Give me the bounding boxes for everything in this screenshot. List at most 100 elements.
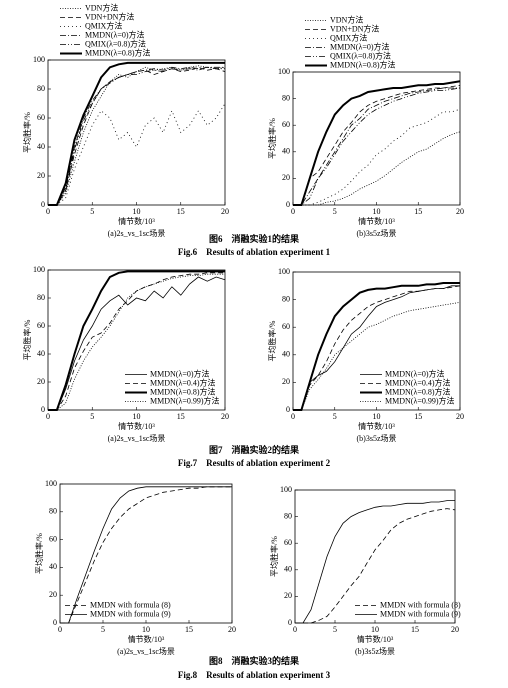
y-tick-label: 20 — [282, 377, 290, 386]
y-tick-label: 80 — [284, 511, 292, 520]
x-tick-label: 5 — [333, 207, 337, 216]
x-tick-label: 10 — [133, 412, 141, 421]
legend-label: MMDN(λ=0.8)方法 — [385, 386, 451, 396]
series-line — [48, 66, 225, 206]
y-tick-label: 100 — [278, 267, 290, 276]
y-tick-label: 40 — [284, 565, 292, 574]
x-tick-label: 10 — [371, 625, 379, 634]
series-line — [48, 273, 225, 411]
y-tick-label: 0 — [41, 405, 45, 414]
legend-label: QMIX方法 — [330, 32, 367, 42]
x-tick-label: 15 — [177, 207, 185, 216]
y-tick-label: 100 — [33, 265, 45, 274]
y-tick-label: 100 — [45, 479, 57, 488]
y-tick-label: 40 — [49, 562, 57, 571]
x-tick-label: 20 — [228, 625, 236, 634]
caption-zh: 图7 消融实验2的结果 — [209, 444, 300, 455]
x-tick-label: 5 — [101, 625, 105, 634]
legend-label: MMDN(λ=0.8)方法 — [330, 59, 396, 69]
x-tick-label: 15 — [177, 412, 185, 421]
legend-label: VDN+DN方法 — [330, 23, 379, 33]
series-line — [48, 103, 226, 206]
legend-label: MMDN(λ=0.4)方法 — [385, 377, 451, 387]
legend-label: VDN方法 — [85, 2, 118, 12]
y-tick-label: 20 — [282, 173, 290, 182]
y-axis-label: 平均胜率/% — [22, 112, 32, 153]
series-line — [295, 500, 455, 624]
chart: 0 5 10 15 20 0 20 40 60 80 100 情节数/10³ (b)3s5z场景 平均胜率… — [267, 267, 464, 443]
legend-label: MMDN with formula (8) — [90, 600, 171, 609]
y-tick-label: 60 — [282, 120, 290, 129]
series-line — [48, 66, 226, 206]
legend-label: MMDN(λ=0)方法 — [385, 368, 445, 378]
series-line — [60, 486, 232, 624]
y-tick-label: 60 — [282, 322, 290, 331]
x-tick-label: 0 — [293, 625, 297, 634]
series-line — [48, 66, 225, 206]
y-tick-label: 80 — [282, 93, 290, 102]
x-tick-label: 20 — [456, 412, 464, 421]
x-tick-label: 15 — [414, 207, 422, 216]
x-tick-label: 10 — [373, 207, 381, 216]
x-tick-label: 10 — [142, 625, 150, 634]
series-line — [295, 508, 456, 624]
x-tick-label: 10 — [373, 412, 381, 421]
caption-en: Fig.6 Results of ablation experiment 1 — [178, 247, 331, 257]
legend-label: MMDN(λ=0.8)方法 — [85, 47, 151, 57]
legend-label: MMDN(λ=0)方法 — [85, 29, 145, 39]
series-line — [293, 302, 461, 411]
y-tick-label: 100 — [33, 55, 45, 64]
legend-label: MMDN(λ=0.8)方法 — [150, 386, 216, 396]
caption-en: Fig.7 Results of ablation experiment 2 — [178, 458, 331, 468]
subtitle: (a)2s_vs_1sc场景 — [108, 229, 166, 238]
x-tick-label: 20 — [221, 412, 229, 421]
x-tick-label: 20 — [451, 625, 459, 634]
y-axis-label: 平均胜率/% — [34, 533, 44, 574]
x-axis-label: 情节数/10³ — [118, 421, 155, 431]
legend-label: MMDN(λ=0.4)方法 — [150, 377, 216, 387]
series-line — [60, 486, 232, 624]
series-line — [48, 276, 226, 411]
legend-label: MMDN(λ=0)方法 — [150, 368, 210, 378]
legend-label: VDN+DN方法 — [85, 11, 134, 21]
series-line — [293, 282, 460, 411]
series-line — [48, 272, 225, 411]
legend-label: MMDN(λ=0)方法 — [330, 41, 390, 51]
y-axis-label: 平均胜率/% — [269, 536, 279, 577]
y-tick-label: 60 — [37, 113, 45, 122]
series-line — [293, 80, 461, 206]
x-tick-label: 0 — [291, 412, 295, 421]
y-tick-label: 60 — [284, 538, 292, 547]
y-tick-label: 40 — [282, 350, 290, 359]
y-tick-label: 0 — [286, 405, 290, 414]
series-line — [293, 131, 461, 206]
legend-label: MMDN with formula (9) — [90, 609, 171, 618]
series-line — [293, 87, 461, 206]
subtitle: (a)2s_vs_1sc场景 — [117, 647, 175, 656]
legend-label: MMDN with formula (8) — [380, 600, 461, 609]
y-tick-label: 60 — [49, 534, 57, 543]
subtitle: (b)3s5z场景 — [357, 434, 397, 443]
legend-label: MMDN with formula (9) — [380, 609, 461, 618]
chart: 0 5 10 15 20 0 20 40 60 80 100 情节数/10³ (b)3s5z场景 平均胜率… — [269, 485, 461, 656]
y-tick-label: 40 — [37, 142, 45, 151]
series-line — [48, 270, 225, 411]
x-tick-label: 5 — [333, 625, 337, 634]
legend-label: VDN方法 — [330, 14, 363, 24]
y-tick-label: 40 — [37, 349, 45, 358]
subtitle: (b)3s5z场景 — [355, 647, 395, 656]
y-tick-label: 20 — [49, 590, 57, 599]
x-tick-label: 0 — [291, 207, 295, 216]
x-axis-label: 情节数/10³ — [128, 634, 165, 644]
y-tick-label: 20 — [37, 171, 45, 180]
x-tick-label: 15 — [414, 412, 422, 421]
y-tick-label: 80 — [37, 293, 45, 302]
y-tick-label: 100 — [278, 67, 290, 76]
caption-en: Fig.8 Results of ablation experiment 3 — [178, 670, 331, 680]
legend-label: QMIX方法 — [85, 20, 122, 30]
chart: 0 5 10 15 20 0 20 40 60 80 100 情节数/10³ (a)2s_vs_1sc场… — [34, 479, 236, 656]
x-tick-label: 5 — [90, 207, 94, 216]
plot-frame — [47, 59, 226, 206]
series-line — [293, 285, 461, 411]
